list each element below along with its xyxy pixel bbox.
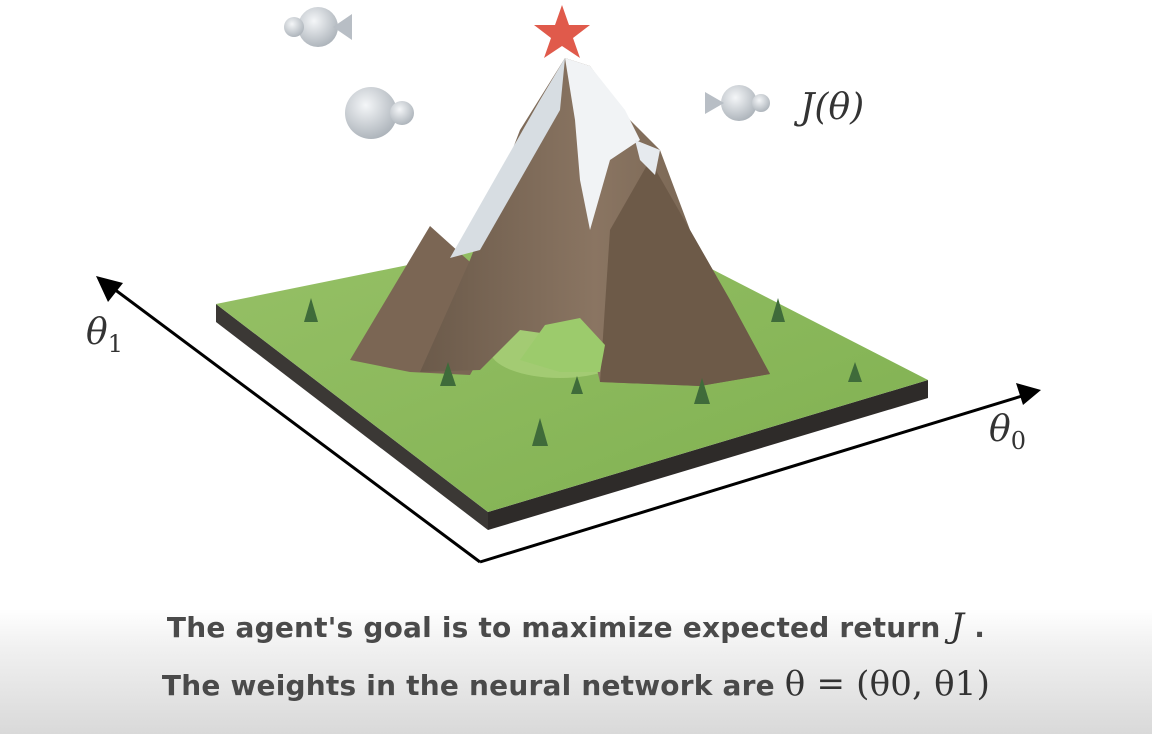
snow-left bbox=[450, 58, 565, 258]
tree-icon bbox=[694, 378, 710, 404]
right-ridge bbox=[600, 160, 770, 386]
tree-icon bbox=[304, 298, 318, 322]
tree-icon bbox=[571, 376, 583, 394]
theta0-base: θ bbox=[989, 409, 1011, 450]
cloud-icon-right bbox=[705, 85, 770, 121]
caption-1-math: J bbox=[950, 606, 965, 646]
tree-icon bbox=[532, 418, 548, 446]
axes bbox=[96, 276, 1041, 564]
trees bbox=[304, 298, 862, 446]
theta0-axis-line bbox=[479, 394, 1023, 564]
ground-side-left bbox=[216, 304, 488, 530]
theta0-label: θ0 bbox=[989, 409, 1026, 455]
snow-right bbox=[635, 140, 660, 175]
cloud-icon-top bbox=[284, 7, 352, 47]
theta1-base: θ bbox=[86, 312, 108, 353]
caption-line-1: The agent's goal is to maximize expected… bbox=[0, 606, 1152, 646]
theta0-arrowhead bbox=[1016, 383, 1041, 405]
caption-1-text: The agent's goal is to maximize expected… bbox=[166, 611, 951, 644]
theta1-sub: 1 bbox=[107, 330, 123, 358]
caption-1-suffix: . bbox=[964, 611, 986, 644]
mountain bbox=[350, 58, 770, 386]
theta1-axis-line bbox=[109, 284, 481, 564]
tree-icon bbox=[771, 298, 785, 322]
caption-2-text: The weights in the neural network are bbox=[161, 669, 785, 702]
goal-star-icon bbox=[534, 5, 590, 58]
snow-top bbox=[565, 58, 640, 230]
cloud-icon-left bbox=[345, 87, 414, 139]
theta1-arrowhead bbox=[96, 276, 123, 302]
theta0-sub: 0 bbox=[1010, 427, 1026, 455]
theta1-label: θ1 bbox=[86, 312, 123, 358]
tree-icon bbox=[848, 362, 862, 382]
arch-opening bbox=[520, 318, 605, 372]
ground-side-right bbox=[488, 380, 928, 530]
tree-icon bbox=[440, 362, 456, 386]
caption-line-2: The weights in the neural network are θ … bbox=[0, 664, 1152, 704]
objective-label: J(θ) bbox=[800, 87, 865, 128]
caption-2-math: θ = (θ0, θ1) bbox=[784, 664, 991, 704]
